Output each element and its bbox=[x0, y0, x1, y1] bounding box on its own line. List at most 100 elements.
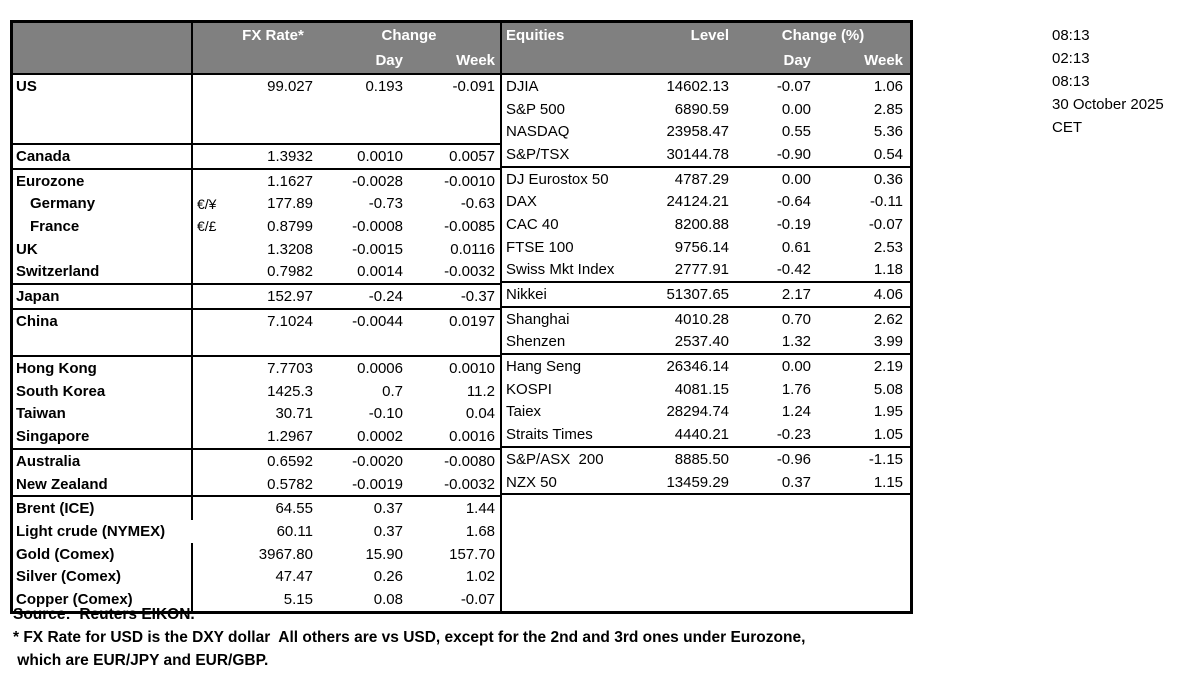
fx-label-value: France bbox=[30, 217, 80, 235]
fx-row bbox=[13, 97, 500, 121]
equity-name-value: S&P/TSX bbox=[506, 145, 570, 163]
level-header-2 bbox=[650, 48, 737, 75]
fx-rate-cell: 1.3932 bbox=[228, 143, 318, 169]
equity-name-cell: Nikkei bbox=[502, 281, 651, 307]
fx-pair-cell bbox=[192, 403, 228, 426]
equity-day-cell: -0.42 bbox=[736, 259, 818, 283]
equities-table-body: DJIA 14602.13 -0.07 1.06 S&P 500 6890.59 0.00 2… bbox=[502, 74, 911, 609]
equities-pane: Equities Level Change (%) Day Week DJIA 1… bbox=[502, 23, 911, 611]
fx-rate-value: 0.8799 bbox=[267, 217, 313, 235]
fx-label-cell: UK bbox=[13, 237, 193, 261]
equity-name-cell: NASDAQ bbox=[502, 120, 650, 143]
fx-label-cell: Copper (Comex) bbox=[13, 588, 193, 611]
equities-day-header: Day bbox=[736, 48, 819, 75]
equity-name-cell: Shanghai bbox=[502, 305, 651, 331]
equity-week-value: 5.08 bbox=[873, 380, 904, 398]
fx-pair-cell bbox=[192, 283, 228, 309]
equity-name-cell: S&P/ASX 200 bbox=[502, 446, 651, 471]
fx-label-value: Canada bbox=[16, 147, 71, 165]
equity-day-value: 0.00 bbox=[781, 358, 812, 376]
fx-pair-cell bbox=[192, 238, 228, 261]
fx-week-cell: -0.07 bbox=[408, 588, 500, 611]
fx-label-value: Hong Kong bbox=[16, 360, 97, 378]
fx-rate-cell: 0.6592 bbox=[228, 448, 318, 473]
fx-label-value: Germany bbox=[30, 195, 96, 213]
equity-level-value: 8885.50 bbox=[674, 450, 730, 468]
equity-day-value: 0.00 bbox=[781, 100, 812, 118]
fx-day-value: -0.0019 bbox=[352, 475, 403, 493]
fx-day-cell: -0.0044 bbox=[318, 307, 408, 333]
fx-week-value: 1.44 bbox=[465, 500, 496, 518]
fx-label-value: Australia bbox=[16, 452, 81, 470]
equity-row: NASDAQ 23958.47 0.55 5.36 bbox=[502, 120, 910, 143]
fx-week-value: -0.37 bbox=[460, 288, 496, 306]
equity-level-value: 23958.47 bbox=[666, 123, 730, 141]
equity-week-cell bbox=[818, 493, 911, 519]
equity-row bbox=[502, 518, 910, 541]
equity-week-cell: 2.19 bbox=[818, 353, 911, 378]
fx-row: South Korea 1425.3 0.7 11.2 bbox=[13, 379, 500, 403]
equity-name-value: S&P 500 bbox=[506, 100, 565, 118]
equity-level-cell bbox=[650, 518, 736, 541]
equity-day-cell: -0.23 bbox=[736, 423, 818, 447]
fx-week-cell: 157.70 bbox=[408, 543, 500, 566]
fx-label-cell: Taiwan bbox=[13, 402, 193, 426]
fx-pane: FX Rate* Change Day Week US 99.027 0.193 -0… bbox=[13, 23, 503, 611]
fx-week-cell: -0.0032 bbox=[408, 261, 500, 285]
fx-day-cell: 0.37 bbox=[318, 520, 408, 543]
fx-pair-cell bbox=[192, 120, 228, 144]
fx-label-cell bbox=[13, 97, 193, 121]
equity-day-value: 2.17 bbox=[781, 286, 812, 304]
equity-week-cell: 2.62 bbox=[818, 305, 911, 331]
equity-level-cell bbox=[650, 493, 737, 519]
equity-name-cell bbox=[502, 493, 651, 519]
fx-day-cell: -0.0008 bbox=[318, 215, 408, 238]
fx-week-header: Week bbox=[408, 48, 501, 75]
fx-week-cell: 0.0057 bbox=[408, 143, 501, 169]
fx-day-value: 0.0014 bbox=[357, 263, 403, 281]
fx-day-cell: 0.26 bbox=[318, 565, 408, 588]
timestamp-line-3: 08:13 bbox=[1052, 73, 1090, 90]
equity-week-value: 2.62 bbox=[873, 310, 904, 328]
equity-name-cell: S&P/TSX bbox=[502, 143, 650, 167]
fx-row bbox=[13, 332, 500, 357]
fx-row: Singapore 1.2967 0.0002 0.0016 bbox=[13, 425, 500, 449]
equity-day-value: -0.19 bbox=[776, 215, 812, 233]
fx-week-value: 157.70 bbox=[449, 545, 496, 563]
equity-level-value: 4010.28 bbox=[674, 310, 730, 328]
fx-row: Australia 0.6592 -0.0020 -0.0080 bbox=[13, 448, 501, 473]
equity-level-value: 28294.74 bbox=[666, 403, 730, 421]
fx-day-value: 0.26 bbox=[373, 568, 403, 586]
equity-level-value: 30144.78 bbox=[666, 145, 730, 163]
fx-week-cell: -0.0085 bbox=[408, 215, 500, 238]
equity-day-value: 1.76 bbox=[781, 380, 812, 398]
fx-pair-cell bbox=[192, 473, 228, 497]
equity-week-value: 4.06 bbox=[873, 286, 904, 304]
fx-week-cell: -0.63 bbox=[408, 192, 500, 215]
fx-label-value: Copper (Comex) bbox=[16, 590, 133, 608]
equity-day-cell: 2.17 bbox=[736, 281, 819, 307]
equity-level-cell: 14602.13 bbox=[650, 74, 736, 98]
fx-table: FX Rate* Change Day Week US 99.027 0.193 -0… bbox=[13, 23, 501, 611]
equity-row: Swiss Mkt Index 2777.91 -0.42 1.18 bbox=[502, 259, 910, 283]
equity-row: DJIA 14602.13 -0.07 1.06 bbox=[502, 74, 910, 98]
fx-week-value: -0.091 bbox=[452, 77, 496, 95]
fx-pair-cell bbox=[192, 143, 228, 169]
fx-week-value: -0.0032 bbox=[444, 475, 496, 493]
fx-rate-value: 1.1627 bbox=[267, 172, 313, 190]
equity-day-cell: -0.96 bbox=[736, 446, 819, 471]
equity-week-cell: -0.07 bbox=[818, 213, 910, 236]
fx-row: UK 1.3208 -0.0015 0.0116 bbox=[13, 237, 500, 261]
fx-day-value: 0.7 bbox=[382, 382, 403, 400]
fx-row: New Zealand 0.5782 -0.0019 -0.0032 bbox=[13, 472, 500, 497]
fx-row: Light crude (NYMEX) 60.11 0.37 1.68 bbox=[13, 520, 500, 543]
equity-week-cell: 1.05 bbox=[818, 423, 910, 447]
fx-week-cell: 1.02 bbox=[408, 565, 500, 588]
fx-day-cell: 0.08 bbox=[318, 588, 408, 611]
fx-label-cell: Japan bbox=[13, 283, 193, 309]
fx-week-value: 1.02 bbox=[465, 568, 496, 586]
equity-name-cell: S&P 500 bbox=[502, 98, 650, 121]
equity-day-cell: 0.61 bbox=[736, 236, 818, 259]
equity-day-value: -0.07 bbox=[776, 77, 812, 95]
equity-week-value: 1.05 bbox=[873, 426, 904, 444]
